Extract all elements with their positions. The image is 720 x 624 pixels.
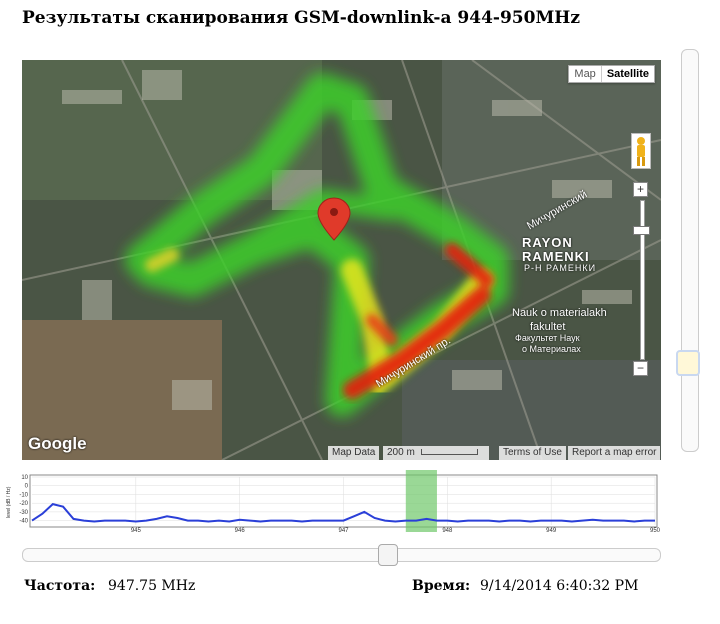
poi-label-4: о Материалах — [522, 344, 581, 354]
x-tick-label: 946 — [235, 528, 246, 534]
google-logo: Google — [28, 434, 87, 453]
y-tick-label: -20 — [19, 501, 28, 507]
time-slider-track[interactable] — [22, 548, 661, 562]
vertical-scroll-thumb[interactable] — [676, 350, 700, 376]
poi-label-2: fakultet — [530, 321, 566, 333]
frequency-value: 947.75 MHz — [108, 578, 196, 594]
district-label-2: RAMENKI — [522, 249, 590, 264]
x-tick-label: 945 — [131, 528, 142, 534]
scale-bar: 200 m — [383, 446, 489, 460]
spectrum-chart: 10 0 -10 -20 -30 -40 945 946 947 948 949 950 level… — [6, 470, 661, 534]
x-tick-label: 949 — [546, 528, 557, 534]
time-label: Время: — [412, 578, 471, 594]
map-type-satellite-button[interactable]: Satellite — [606, 68, 649, 80]
spectrum-line — [31, 502, 655, 523]
zoom-out-button[interactable]: − — [633, 361, 648, 376]
scale-label: 200 m — [387, 447, 415, 458]
x-tick-label: 950 — [650, 528, 661, 534]
y-tick-label: 0 — [25, 484, 29, 490]
poi-label-3: Факультет Наук — [515, 333, 580, 343]
vertical-scrollbar[interactable] — [681, 49, 699, 452]
y-tick-label: -10 — [19, 492, 28, 498]
page-title: Результаты сканирования GSM-downlink-a 9… — [22, 8, 580, 28]
district-label-1: RAYON — [522, 235, 573, 250]
y-tick-label: -40 — [19, 519, 28, 525]
map-data-link[interactable]: Map Data — [328, 446, 380, 460]
satellite-heatmap[interactable] — [22, 60, 661, 460]
poi-label-1: Nauk o materialakh — [512, 307, 607, 319]
x-tick-label: 948 — [442, 528, 453, 534]
time-value: 9/14/2014 6:40:32 PM — [480, 578, 639, 594]
map-view[interactable]: Map Satellite + − Мичуринский RAYON RAME… — [22, 60, 661, 460]
location-marker-icon — [317, 197, 351, 241]
y-axis-label: level (dB / Hz) — [6, 486, 12, 518]
frequency-label: Частота: — [24, 578, 96, 594]
map-type-map-button[interactable]: Map — [569, 66, 602, 82]
pegman-icon[interactable] — [631, 133, 651, 169]
map-type-control[interactable]: Map Satellite — [568, 65, 655, 83]
y-tick-label: 10 — [21, 475, 28, 481]
x-tick-label: 947 — [338, 528, 349, 534]
y-tick-label: -30 — [19, 510, 28, 516]
zoom-slider-handle[interactable] — [633, 226, 650, 235]
zoom-slider-track[interactable] — [640, 200, 645, 360]
district-label-3: Р-Н РАМЕНКИ — [524, 263, 597, 273]
terms-link[interactable]: Terms of Use — [499, 446, 566, 460]
selected-frequency-band — [405, 470, 437, 532]
time-slider-handle[interactable] — [378, 544, 398, 566]
zoom-in-button[interactable]: + — [633, 182, 648, 197]
report-error-link[interactable]: Report a map error — [568, 446, 661, 460]
